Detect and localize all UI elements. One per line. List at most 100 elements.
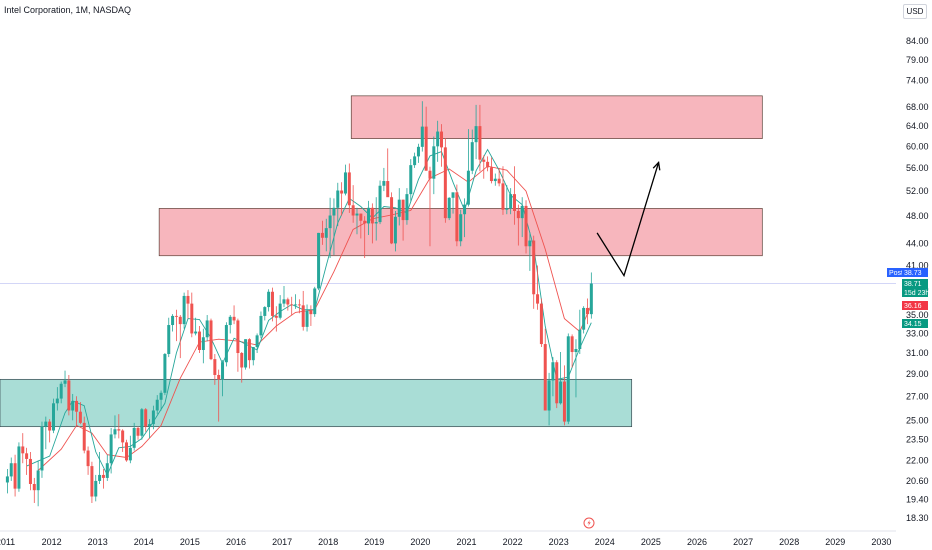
candle-body: [251, 347, 255, 361]
time-tick-label: 2027: [733, 537, 753, 547]
candle-body: [186, 295, 190, 304]
candle-body: [317, 232, 321, 289]
candle-body: [117, 429, 121, 431]
candle-body: [36, 470, 40, 491]
candle-body: [539, 303, 543, 345]
candle-body: [197, 331, 201, 351]
candle-body: [401, 199, 405, 221]
ma-slow-value: 36.16: [904, 303, 922, 310]
post-value-bg: [902, 268, 928, 277]
price-tick-label: 23.50: [906, 435, 929, 445]
candle-body: [478, 126, 482, 160]
candle-body: [48, 421, 52, 431]
candle-body: [270, 291, 274, 316]
candle-body: [589, 283, 593, 315]
candle-body: [470, 142, 474, 171]
candle-body: [516, 210, 520, 219]
candle-body: [244, 339, 248, 368]
candle-body: [420, 126, 424, 147]
candle-body: [182, 295, 186, 325]
candle-body: [71, 400, 75, 411]
candle-body: [536, 294, 540, 304]
candle-body: [75, 400, 79, 412]
price-axis[interactable]: 84.00 79.00 74.00 68.00 64.00 60.00 56.00 52.00…: [906, 36, 929, 523]
candle-body: [94, 480, 98, 497]
candle-body: [294, 304, 298, 306]
candles-layer: [5, 101, 593, 507]
candle-body: [509, 194, 513, 209]
time-tick-label: 2025: [641, 537, 661, 547]
time-tick-label: 2024: [595, 537, 615, 547]
price-tick-label: 44.00: [906, 238, 929, 248]
candle-body: [140, 409, 144, 436]
price-tick-label: 68.00: [906, 102, 929, 112]
candle-body: [440, 131, 444, 148]
candle-body: [562, 381, 566, 422]
candle-body: [205, 320, 209, 338]
candle-body: [459, 214, 463, 242]
candle-body: [101, 474, 105, 478]
candle-body: [63, 380, 67, 384]
candle-body: [393, 216, 397, 244]
candle-body: [67, 380, 71, 411]
time-tick-label: 2021: [456, 537, 476, 547]
candle-body: [340, 190, 344, 194]
candle-body: [232, 316, 236, 321]
time-tick-label: 2029: [825, 537, 845, 547]
time-axis[interactable]: 2011 2012 2013 2014 2015 2016 2017 2018 2019 2020…: [0, 530, 896, 547]
candle-body: [405, 194, 409, 221]
candle-body: [574, 349, 578, 353]
candle-body: [13, 463, 17, 489]
candle-body: [21, 446, 25, 454]
candle-body: [90, 466, 94, 497]
price-tick-label: 27.00: [906, 391, 929, 401]
candle-body: [136, 427, 140, 436]
post-tag: Post: [889, 270, 903, 277]
candle-body: [520, 205, 524, 219]
candle-body: [578, 329, 582, 350]
candle-body: [390, 197, 394, 244]
chart-title: Intel Corporation, 1M, NASDAQ: [4, 5, 131, 15]
time-tick-label: 2020: [410, 537, 430, 547]
candle-body: [32, 483, 36, 491]
currency-button[interactable]: USD: [903, 4, 927, 19]
candle-body: [159, 392, 163, 400]
candle-body: [436, 131, 440, 147]
candle-body: [378, 185, 382, 223]
price-tick-label: 64.00: [906, 121, 929, 131]
candle-body: [493, 178, 497, 182]
candle-body: [55, 398, 59, 404]
candle-body: [28, 458, 32, 484]
time-tick-label: 2028: [779, 537, 799, 547]
candle-body: [451, 192, 455, 198]
resistance-zone-1: [350, 95, 763, 139]
candle-body: [320, 232, 324, 238]
candle-body: [359, 213, 363, 221]
candle-body: [524, 205, 528, 247]
candle-body: [409, 165, 413, 195]
candle-body: [82, 422, 86, 451]
price-tick-label: 41.00: [906, 261, 929, 271]
candle-body: [570, 336, 574, 353]
candle-countdown-bg: [902, 288, 928, 297]
candle-body: [336, 190, 340, 208]
price-tick-label: 60.00: [906, 141, 929, 151]
projection-path: [596, 162, 660, 278]
time-tick-label: 2016: [226, 537, 246, 547]
price-tick-label: 74.00: [906, 76, 929, 86]
price-tick-label: 19.40: [906, 495, 929, 505]
candle-body: [474, 126, 478, 143]
candle-body: [447, 197, 451, 219]
candle-body: [489, 167, 493, 182]
candle-body: [367, 207, 371, 224]
candle-body: [247, 339, 251, 361]
candle-body: [513, 194, 516, 211]
lightning-icon[interactable]: [583, 517, 595, 529]
support-zone: [0, 378, 633, 428]
candle-body: [313, 288, 317, 315]
candle-body: [113, 429, 117, 435]
candle-body: [255, 335, 259, 348]
candle-body: [40, 426, 44, 471]
candle-body: [355, 213, 359, 216]
